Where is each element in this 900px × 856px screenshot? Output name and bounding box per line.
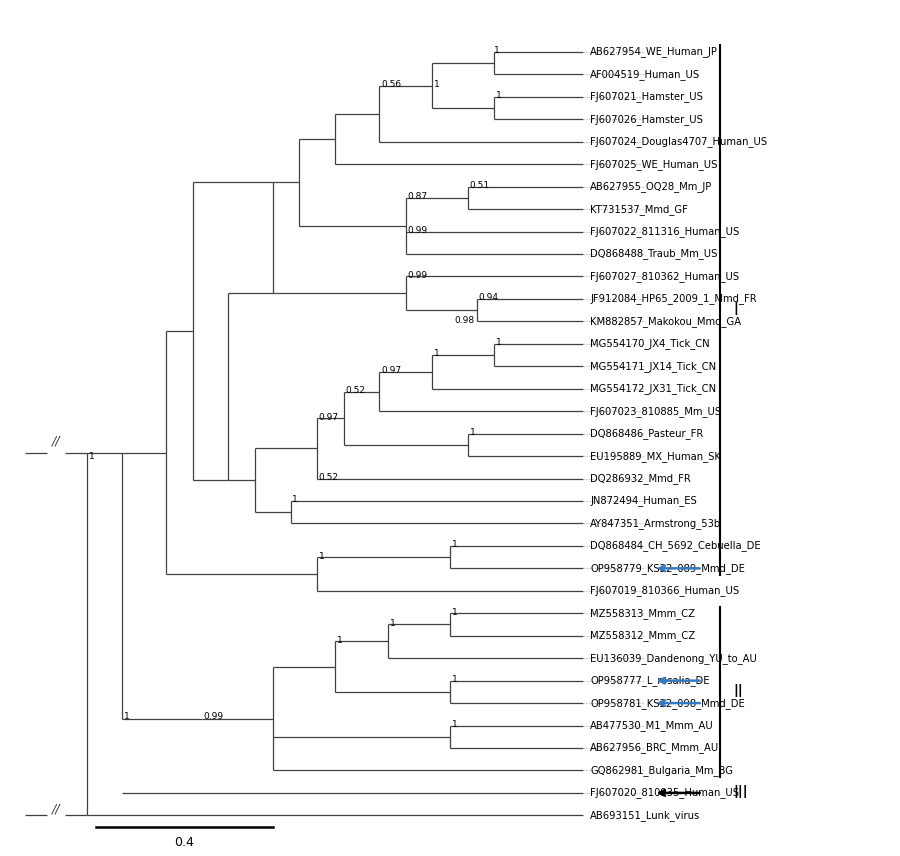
Text: 1: 1 [434,80,440,89]
Text: AB627955_OQ28_Mm_JP: AB627955_OQ28_Mm_JP [590,181,712,192]
Text: 0.56: 0.56 [381,80,401,89]
Text: 0.99: 0.99 [203,712,224,721]
Text: FJ607025_WE_Human_US: FJ607025_WE_Human_US [590,158,717,169]
Text: 1: 1 [434,349,440,359]
Text: OP958779_KS22_089_Mmd_DE: OP958779_KS22_089_Mmd_DE [590,563,745,574]
Text: //: // [51,802,60,815]
Text: DQ868486_Pasteur_FR: DQ868486_Pasteur_FR [590,428,703,439]
Text: 0.97: 0.97 [319,413,339,421]
Text: 1: 1 [470,428,475,437]
Text: AY847351_Armstrong_53b: AY847351_Armstrong_53b [590,518,721,529]
Text: DQ286932_Mmd_FR: DQ286932_Mmd_FR [590,473,691,484]
Text: FJ607019_810366_Human_US: FJ607019_810366_Human_US [590,586,739,597]
Text: GQ862981_Bulgaria_Mm_BG: GQ862981_Bulgaria_Mm_BG [590,765,733,776]
Text: MZ558313_Mmm_CZ: MZ558313_Mmm_CZ [590,608,695,619]
Text: 0.97: 0.97 [381,366,401,375]
Text: II: II [734,683,743,701]
Text: AB627954_WE_Human_JP: AB627954_WE_Human_JP [590,46,718,57]
Text: 0.99: 0.99 [408,226,427,235]
Text: MG554171_JX14_Tick_CN: MG554171_JX14_Tick_CN [590,360,716,372]
Text: 1: 1 [452,540,457,550]
Text: 1: 1 [496,338,502,348]
Text: JF912084_HP65_2009_1_Mmd_FR: JF912084_HP65_2009_1_Mmd_FR [590,294,757,305]
Text: DQ868488_Traub_Mm_US: DQ868488_Traub_Mm_US [590,248,717,259]
Text: 0.87: 0.87 [408,193,427,201]
Text: 1: 1 [494,46,500,56]
Text: 0.52: 0.52 [319,473,339,482]
Text: KT731537_Mmd_GF: KT731537_Mmd_GF [590,204,688,215]
Text: DQ868484_CH_5692_Cebuella_DE: DQ868484_CH_5692_Cebuella_DE [590,540,760,551]
Text: 0.99: 0.99 [408,270,427,280]
Text: 1: 1 [337,636,342,645]
Text: FJ607026_Hamster_US: FJ607026_Hamster_US [590,114,703,125]
Text: 1: 1 [124,712,130,721]
Text: AB477530_M1_Mmm_AU: AB477530_M1_Mmm_AU [590,720,714,731]
Text: MZ558312_Mmm_CZ: MZ558312_Mmm_CZ [590,630,695,641]
Text: 1: 1 [292,496,298,504]
Text: MG554172_JX31_Tick_CN: MG554172_JX31_Tick_CN [590,383,716,394]
Text: AB627956_BRC_Mmm_AU: AB627956_BRC_Mmm_AU [590,742,719,753]
Text: 1: 1 [452,720,457,729]
Text: I: I [734,301,738,319]
Text: MG554170_JX4_Tick_CN: MG554170_JX4_Tick_CN [590,338,709,349]
Text: JN872494_Human_ES: JN872494_Human_ES [590,496,697,507]
Text: AB693151_Lunk_virus: AB693151_Lunk_virus [590,810,700,821]
Text: 0.94: 0.94 [479,294,499,302]
Text: FJ607022_811316_Human_US: FJ607022_811316_Human_US [590,226,739,237]
Text: 0.52: 0.52 [346,386,365,395]
Text: EU136039_Dandenong_YU_to_AU: EU136039_Dandenong_YU_to_AU [590,653,757,663]
Text: FJ607023_810885_Mm_US: FJ607023_810885_Mm_US [590,406,721,417]
Text: FJ607024_Douglas4707_Human_US: FJ607024_Douglas4707_Human_US [590,136,767,147]
Text: OP958781_KS22_098_Mmd_DE: OP958781_KS22_098_Mmd_DE [590,698,745,709]
Text: 1: 1 [496,91,502,100]
Text: 0.4: 0.4 [175,835,194,848]
Text: FJ607020_810935_Human_US: FJ607020_810935_Human_US [590,788,739,799]
Text: KM882857_Makokou_Mmd_GA: KM882857_Makokou_Mmd_GA [590,316,741,327]
Text: 1: 1 [452,675,457,684]
Text: AF004519_Human_US: AF004519_Human_US [590,68,700,80]
Text: FJ607021_Hamster_US: FJ607021_Hamster_US [590,92,703,102]
Text: 1: 1 [390,619,395,628]
Text: FJ607027_810362_Human_US: FJ607027_810362_Human_US [590,271,739,282]
Text: 0.51: 0.51 [470,181,490,190]
Text: III: III [734,784,748,802]
Text: OP958777_L_rosalia_DE: OP958777_L_rosalia_DE [590,675,709,687]
Text: 1: 1 [88,451,94,461]
Text: 0.98: 0.98 [454,316,475,324]
Text: EU195889_MX_Human_SK: EU195889_MX_Human_SK [590,450,721,461]
Text: 1: 1 [452,608,457,616]
Text: //: // [51,435,60,448]
Text: 1: 1 [319,551,325,561]
